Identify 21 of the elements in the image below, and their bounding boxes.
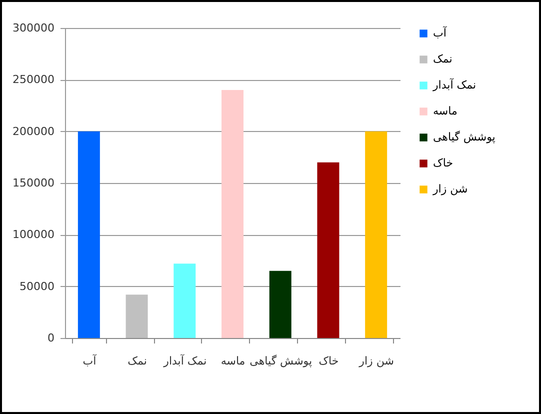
legend-label: پوشش گیاهی	[433, 130, 496, 144]
y-tick-label: 0	[48, 332, 54, 344]
y-tick-label: 100000	[12, 228, 54, 242]
legend-label: نمک	[433, 52, 452, 66]
x-tick-label: آب	[82, 354, 98, 368]
legend-label: شن زار	[432, 182, 468, 196]
y-tick-label: 250000	[12, 73, 54, 86]
y-tick-label: 50000	[20, 280, 54, 293]
legend-label: ماسه	[433, 104, 458, 118]
x-tick-label: ماسه	[220, 354, 246, 368]
y-tick-label: 300000	[12, 22, 54, 34]
legend-label: آب	[433, 26, 448, 40]
x-tick-label: نمک آبدار	[162, 354, 207, 368]
x-tick-label: پوشش گیاهی	[250, 354, 312, 368]
x-tick-label: خاک	[318, 354, 339, 368]
legend-label: نمک آبدار	[432, 78, 476, 92]
x-tick-label: شن زار	[358, 354, 394, 368]
legend-label: خاک	[433, 156, 453, 170]
y-tick-label: 200000	[12, 124, 54, 138]
y-tick-label: 150000	[12, 176, 54, 190]
x-tick-label: نمک	[128, 354, 147, 368]
